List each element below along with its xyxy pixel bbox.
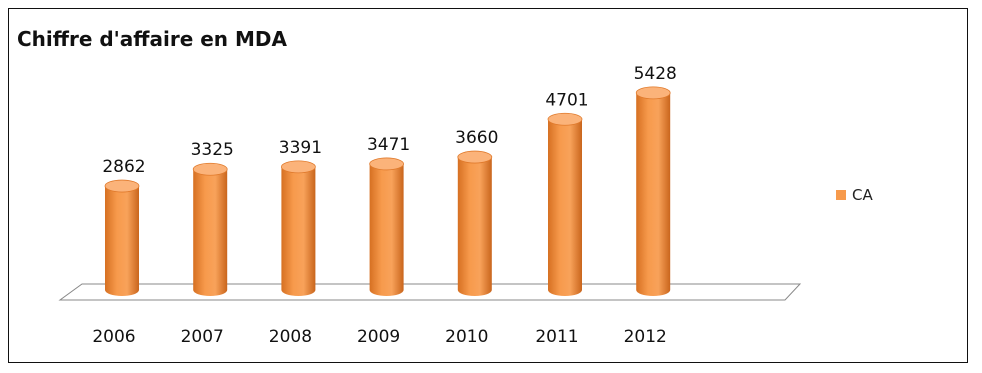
bar-top-2008	[280, 160, 316, 174]
bar-2009	[369, 163, 404, 296]
bar-2012	[636, 92, 671, 296]
data-label-2008: 3391	[279, 138, 322, 158]
x-tick-label-2012: 2012	[624, 327, 667, 347]
bar-2011	[548, 119, 582, 297]
data-label-2011: 4701	[545, 90, 588, 110]
bar-top-2006	[104, 179, 140, 193]
x-tick-label-2011: 2011	[535, 327, 578, 347]
x-tick-label-2010: 2010	[445, 327, 488, 347]
x-tick-label-2006: 2006	[92, 327, 135, 347]
legend-label-ca: CA	[852, 186, 873, 204]
chart-title: Chiffre d'affaire en MDA	[17, 27, 287, 51]
bar-top-2011	[547, 112, 583, 126]
x-tick-label-2007: 2007	[181, 327, 224, 347]
data-label-2012: 5428	[634, 64, 677, 84]
bar-2008	[281, 166, 316, 296]
bar-top-2010	[457, 150, 493, 164]
x-tick-label-2008: 2008	[269, 327, 312, 347]
legend: CA	[836, 186, 873, 204]
bar-top-2007	[192, 162, 228, 176]
data-label-2010: 3660	[455, 128, 498, 148]
data-label-2006: 2862	[102, 157, 145, 177]
data-label-2007: 3325	[191, 140, 234, 160]
x-tick-label-2009: 2009	[357, 327, 400, 347]
bar-2010	[457, 157, 492, 296]
bar-top-2009	[369, 157, 405, 171]
chart-floor	[58, 283, 802, 301]
bar-2006	[105, 186, 139, 296]
legend-swatch-ca	[836, 190, 846, 200]
bar-top-2012	[635, 86, 671, 100]
data-label-2009: 3471	[367, 135, 410, 155]
bar-2007	[193, 169, 228, 296]
